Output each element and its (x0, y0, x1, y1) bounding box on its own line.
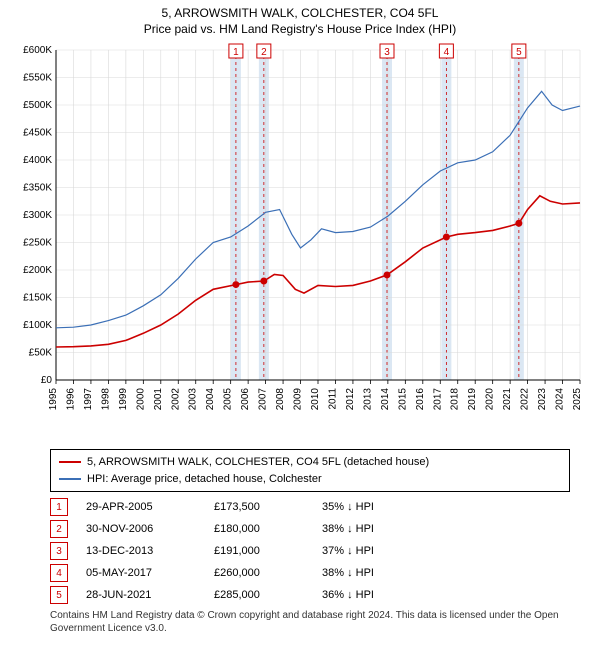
svg-text:£350K: £350K (23, 183, 52, 194)
svg-text:4: 4 (444, 47, 450, 58)
row-value: £191,000 (214, 545, 304, 557)
svg-text:2004: 2004 (205, 388, 216, 411)
row-marker: 4 (50, 564, 68, 582)
svg-text:£450K: £450K (23, 128, 52, 139)
table-row: 3 13-DEC-2013 £191,000 37% ↓ HPI (50, 540, 570, 562)
table-row: 2 30-NOV-2006 £180,000 38% ↓ HPI (50, 518, 570, 540)
chart-svg: £0 £50K £100K £150K £200K £250K £300K £350K £400… (10, 40, 590, 440)
svg-text:2021: 2021 (502, 388, 513, 411)
legend-swatch-price (59, 461, 81, 463)
svg-text:2007: 2007 (258, 388, 269, 411)
legend-label-price: 5, ARROWSMITH WALK, COLCHESTER, CO4 5FL … (87, 454, 429, 471)
svg-text:£500K: £500K (23, 100, 52, 111)
svg-text:2025: 2025 (572, 388, 583, 411)
row-date: 30-NOV-2006 (86, 523, 196, 535)
row-diff: 38% ↓ HPI (322, 523, 374, 535)
svg-text:2016: 2016 (415, 388, 426, 411)
svg-text:5: 5 (516, 47, 522, 58)
row-marker: 1 (50, 498, 68, 516)
svg-text:2020: 2020 (485, 388, 496, 411)
svg-text:£550K: £550K (23, 73, 52, 84)
sales-table: 1 29-APR-2005 £173,500 35% ↓ HPI 2 30-NOV-200… (50, 496, 570, 606)
chart-area: £0 £50K £100K £150K £200K £250K £300K £350K £400… (10, 40, 590, 443)
table-row: 4 05-MAY-2017 £260,000 38% ↓ HPI (50, 562, 570, 584)
row-diff: 36% ↓ HPI (322, 589, 374, 601)
svg-text:2023: 2023 (537, 388, 548, 411)
svg-text:1995: 1995 (48, 388, 59, 411)
row-diff: 37% ↓ HPI (322, 545, 374, 557)
footer-note: Contains HM Land Registry data © Crown c… (50, 610, 570, 635)
row-date: 13-DEC-2013 (86, 545, 196, 557)
svg-text:£300K: £300K (23, 210, 52, 221)
svg-text:2008: 2008 (275, 388, 286, 411)
svg-text:£600K: £600K (23, 45, 52, 56)
row-date: 05-MAY-2017 (86, 567, 196, 579)
svg-text:3: 3 (384, 47, 390, 58)
svg-text:£50K: £50K (29, 348, 53, 359)
row-value: £285,000 (214, 589, 304, 601)
svg-text:£0: £0 (41, 375, 53, 386)
svg-text:2017: 2017 (432, 388, 443, 411)
svg-text:1997: 1997 (83, 388, 94, 411)
svg-text:2022: 2022 (520, 388, 531, 411)
legend-label-hpi: HPI: Average price, detached house, Colc… (87, 471, 322, 488)
svg-text:2006: 2006 (240, 388, 251, 411)
row-value: £173,500 (214, 501, 304, 513)
svg-text:£250K: £250K (23, 238, 52, 249)
svg-text:2015: 2015 (397, 388, 408, 411)
svg-text:£200K: £200K (23, 265, 52, 276)
table-row: 1 29-APR-2005 £173,500 35% ↓ HPI (50, 496, 570, 518)
svg-text:2014: 2014 (380, 388, 391, 411)
svg-text:£150K: £150K (23, 293, 52, 304)
svg-text:2009: 2009 (293, 388, 304, 411)
svg-text:2013: 2013 (362, 388, 373, 411)
svg-text:2003: 2003 (188, 388, 199, 411)
svg-text:2018: 2018 (450, 388, 461, 411)
row-date: 29-APR-2005 (86, 501, 196, 513)
table-row: 5 28-JUN-2021 £285,000 36% ↓ HPI (50, 584, 570, 606)
row-diff: 35% ↓ HPI (322, 501, 374, 513)
svg-text:2: 2 (261, 47, 267, 58)
svg-text:£400K: £400K (23, 155, 52, 166)
row-value: £180,000 (214, 523, 304, 535)
row-marker: 2 (50, 520, 68, 538)
svg-text:1999: 1999 (118, 388, 129, 411)
svg-text:2024: 2024 (555, 388, 566, 411)
svg-text:1998: 1998 (100, 388, 111, 411)
svg-text:£100K: £100K (23, 320, 52, 331)
row-marker: 3 (50, 542, 68, 560)
chart-subtitle: Price paid vs. HM Land Registry's House … (0, 22, 600, 36)
svg-text:2019: 2019 (467, 388, 478, 411)
row-date: 28-JUN-2021 (86, 589, 196, 601)
svg-text:2010: 2010 (310, 388, 321, 411)
svg-text:2000: 2000 (135, 388, 146, 411)
legend-swatch-hpi (59, 478, 81, 480)
svg-text:1: 1 (233, 47, 239, 58)
row-diff: 38% ↓ HPI (322, 567, 374, 579)
chart-title: 5, ARROWSMITH WALK, COLCHESTER, CO4 5FL (0, 6, 600, 20)
svg-text:2002: 2002 (170, 388, 181, 411)
svg-text:2005: 2005 (223, 388, 234, 411)
legend: 5, ARROWSMITH WALK, COLCHESTER, CO4 5FL … (50, 449, 570, 492)
svg-text:1996: 1996 (65, 388, 76, 411)
svg-text:2011: 2011 (327, 388, 338, 410)
row-value: £260,000 (214, 567, 304, 579)
svg-text:2012: 2012 (345, 388, 356, 411)
row-marker: 5 (50, 586, 68, 604)
svg-text:2001: 2001 (153, 388, 164, 411)
